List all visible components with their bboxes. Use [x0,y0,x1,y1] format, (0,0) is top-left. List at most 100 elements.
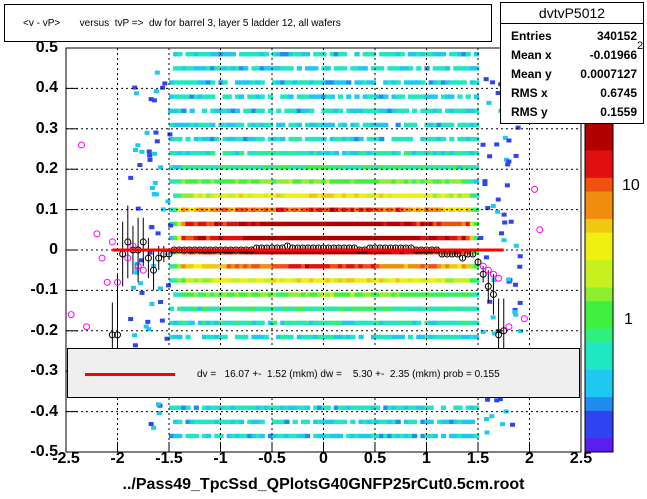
heatmap-cell [399,52,405,57]
heatmap-cell [346,235,352,241]
heatmap-cell [263,179,269,184]
heatmap-cell [445,122,451,128]
heatmap-cell [288,235,294,241]
stats-label: Mean x [511,48,552,62]
heatmap-cell [445,193,451,198]
heatmap-cell [173,433,179,439]
heatmap-cell [214,136,220,142]
heatmap-cell [473,235,480,241]
heatmap-cell [325,80,331,85]
heatmap-cell [399,165,405,170]
heatmap-cell [375,306,381,311]
heatmap-cell [333,320,339,326]
color-scale-segment [585,136,613,151]
heatmap-cell [177,122,183,128]
heatmap-cell [222,264,228,269]
heatmap-cell [424,419,430,425]
heatmap-cell [288,334,294,340]
heatmap-cell [366,320,372,326]
heatmap-cell [346,292,352,297]
heatmap-cell [333,179,339,184]
heatmap-cell [412,80,418,85]
heatmap-cell [387,433,393,439]
heatmap-cell [226,94,232,99]
heatmap-cell [296,278,302,283]
heatmap-cell [457,108,463,113]
heatmap-cell [317,250,323,255]
heatmap-cell [469,80,475,85]
heatmap-cell [313,151,319,156]
heatmap-cell [222,278,228,283]
heatmap-cell [399,334,405,340]
heatmap-cell [333,165,339,170]
heatmap-cell [407,334,414,340]
chart-title: <v - vP> versus tvP => dw for barrel 3, … [23,18,341,29]
heatmap-cell [379,179,385,184]
heatmap-cell [272,235,278,241]
heatmap-cell [296,306,302,311]
heatmap-cell [370,306,377,311]
heatmap-cell [407,52,414,57]
heatmap-cell [239,334,245,340]
heatmap-cell [366,52,372,57]
heatmap-cell [288,66,294,71]
heatmap-cell [487,299,493,304]
heatmap-cell [375,108,381,113]
heatmap-cell [296,52,302,57]
heatmap-cell [395,151,401,156]
heatmap-cell [465,306,471,311]
heatmap-cell [128,317,134,322]
heatmap-cell [164,336,170,341]
heatmap-cell [362,179,368,184]
heatmap-cell [428,264,434,269]
heatmap-cell [403,193,410,198]
heatmap-cell [181,151,187,156]
heatmap-cell [304,94,311,99]
heatmap-cell [457,179,463,184]
heatmap-cell [453,207,459,212]
heatmap-cell [420,292,426,297]
heatmap-cell [321,306,327,311]
heatmap-cell [276,250,282,255]
heatmap-cell [428,94,434,99]
heatmap-cell [276,221,282,227]
heatmap-cell [280,405,286,410]
heatmap-cell [428,122,434,128]
heatmap-cell [403,405,410,410]
heatmap-cell [395,179,401,184]
heatmap-cell [288,306,294,311]
heatmap-cell [445,419,451,425]
heatmap-cell [325,419,331,425]
heatmap-cell [169,264,175,269]
heatmap-cell [280,433,286,439]
heatmap-cell [407,122,414,128]
profile-point-secondary [108,238,116,246]
heatmap-cell [407,278,414,283]
heatmap-cell [453,419,459,425]
heatmap-cell [317,80,323,85]
profile-point-secondary [93,230,101,238]
heatmap-cell [181,193,187,198]
profile-point-secondary [103,278,111,286]
heatmap-cell [259,278,265,283]
heatmap-cell [230,419,236,425]
heatmap-cell [399,306,405,311]
heatmap-cell [197,94,204,99]
heatmap-cell [185,122,191,128]
heatmap-cell [412,108,418,113]
heatmap-cell [284,221,290,227]
heatmap-cell [276,151,282,156]
heatmap-cell [508,219,514,224]
heatmap-cell [218,433,224,439]
heatmap-cell [317,419,323,425]
heatmap-cell [412,179,418,184]
stats-row: RMS y 0.1559 [511,105,637,119]
heatmap-cell [247,179,253,184]
heatmap-cell [222,122,228,128]
heatmap-cell [243,292,249,297]
heatmap-cell [440,52,447,57]
heatmap-cell [181,405,187,410]
heatmap-cell [350,122,356,128]
heatmap-cell [399,433,405,439]
heatmap-cell [453,151,459,156]
